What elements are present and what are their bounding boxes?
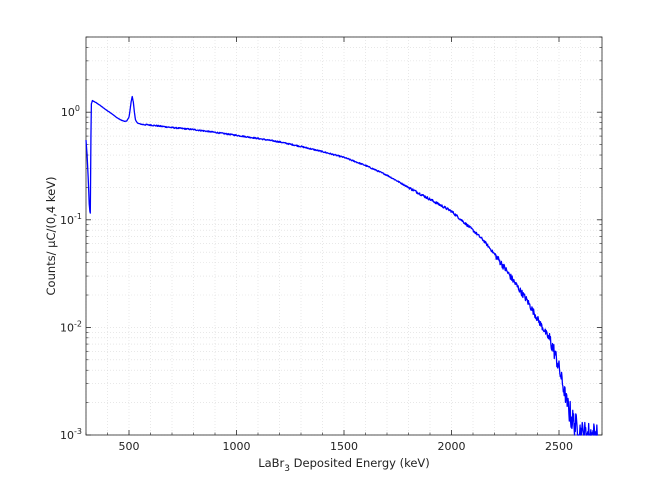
- y-tick-labels: 10-3 10-2 10-1 100: [60, 104, 82, 442]
- y-tick-label: 10-3: [60, 427, 82, 442]
- x-tick-label: 2500: [545, 440, 573, 453]
- grid-lines: [85, 36, 603, 436]
- tick-marks: [85, 36, 603, 436]
- y-axis-label: Counts/ μC/(0,4 keV): [44, 176, 58, 295]
- y-tick-label: 10-2: [60, 319, 82, 334]
- y-tick-label: 10-1: [60, 212, 82, 227]
- x-tick-labels: 500 1000 1500 2000 2500: [119, 440, 574, 453]
- x-tick-label: 500: [119, 440, 140, 453]
- y-tick-label: 100: [61, 104, 80, 119]
- x-tick-label: 2000: [438, 440, 466, 453]
- x-axis-label-main: LaBr: [258, 456, 284, 470]
- x-tick-label: 1000: [223, 440, 251, 453]
- x-axis-label-subscript: 3: [284, 464, 290, 474]
- x-axis-label: LaBr3 Deposited Energy (keV): [258, 456, 430, 474]
- x-tick-label: 1500: [330, 440, 358, 453]
- series-line: [85, 95, 598, 436]
- x-axis-label-rest: Deposited Energy (keV): [290, 456, 430, 470]
